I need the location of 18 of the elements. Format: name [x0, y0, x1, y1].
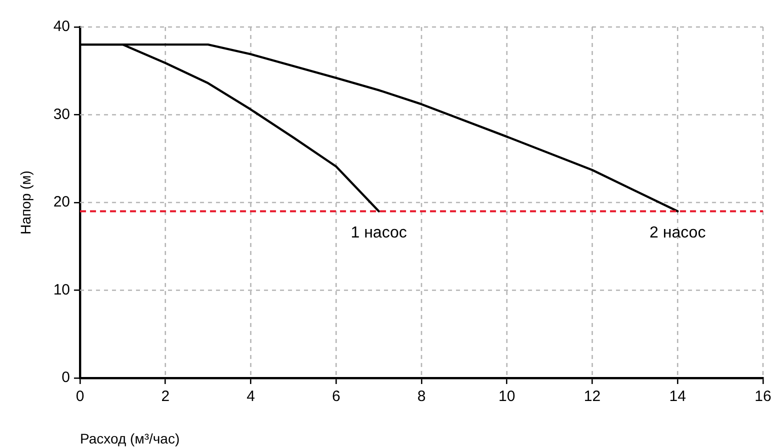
x-tick-label: 4: [246, 388, 255, 406]
x-axis-title: Расход (м³/час): [80, 430, 180, 446]
x-tick-label: 12: [584, 388, 601, 406]
y-tick-label: 20: [53, 194, 70, 211]
y-tick-label: 10: [53, 281, 70, 298]
x-tick-label: 16: [754, 388, 772, 406]
x-tick-label: 14: [669, 388, 686, 406]
x-tick-label: 10: [498, 388, 516, 406]
y-axis-title: Напор (м): [17, 170, 34, 234]
annotation: 2 насос: [650, 224, 706, 242]
x-tick-label: 6: [332, 388, 340, 406]
annotation: 1 насос: [350, 224, 407, 242]
x-tick-label: 2: [161, 388, 170, 406]
y-tick-label: 30: [53, 106, 70, 123]
y-tick-label: 0: [62, 369, 70, 386]
x-tick-label: 0: [76, 388, 84, 406]
x-tick-label: 8: [417, 388, 426, 406]
y-tick-label: 40: [53, 18, 70, 36]
